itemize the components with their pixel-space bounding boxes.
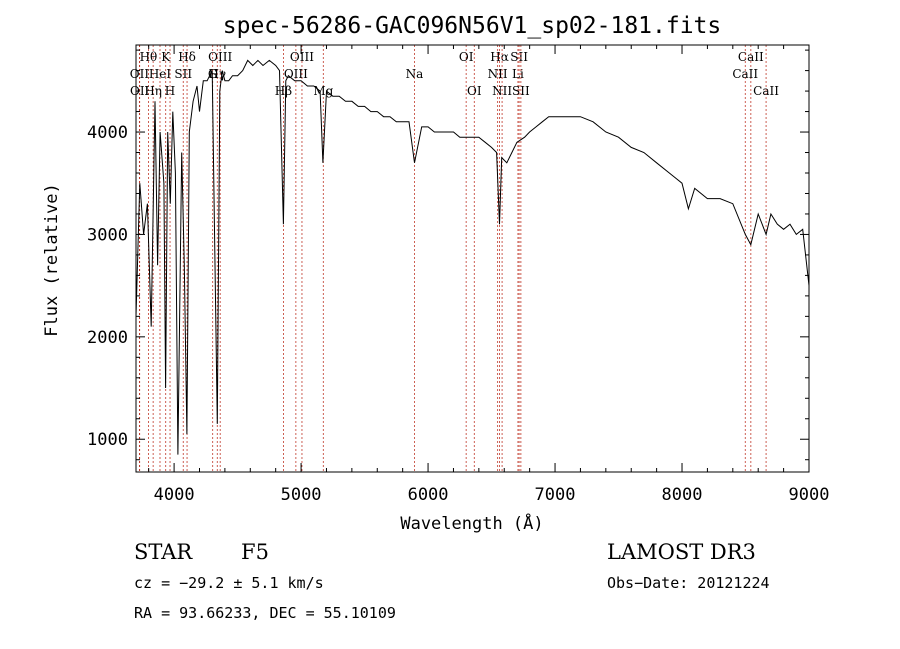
x-tick-label: 4000: [154, 485, 195, 505]
spectral-line-label: CaII: [732, 67, 758, 81]
x-tick-label: 5000: [281, 485, 322, 505]
spectral-line-label: Li: [512, 67, 524, 81]
survey-name: LAMOST DR3: [607, 540, 756, 564]
redshift-velocity: cz = −29.2 ± 5.1 km/s: [134, 574, 324, 592]
spectral-line-label: OI: [459, 50, 474, 64]
spectral-line-label: H: [165, 84, 175, 98]
spectral-line-label: SII: [510, 50, 528, 64]
spectral-line-label: SII: [512, 84, 530, 98]
spectral-line-label: NII: [488, 67, 508, 81]
spectral-line-label: Hθ: [140, 50, 158, 64]
plot-frame: [135, 44, 810, 473]
y-tick-label: 1000: [87, 430, 128, 450]
object-type: STAR: [134, 540, 193, 564]
x-tick-label: 7000: [535, 485, 576, 505]
y-axis-ticks: 1000 2000 3000 4000: [87, 49, 809, 461]
spectral-line-label: Hδ: [178, 50, 196, 64]
x-axis-label: Wavelength (Å): [400, 512, 543, 534]
chart-title: spec-56286-GAC096N56V1_sp02-181.fits: [223, 13, 722, 39]
spectral-line-label: OIII: [290, 50, 314, 64]
spectral-line-label: Mg: [313, 84, 333, 98]
spectral-line-label: CaII: [738, 50, 764, 64]
x-tick-label: 6000: [408, 485, 449, 505]
y-axis-label: Flux (relative): [42, 183, 62, 337]
x-axis-ticks: 4000 5000 6000 7000 8000 9000: [148, 45, 830, 505]
spectral-line-label: OIII: [284, 67, 308, 81]
spectral-line-label: Hα: [490, 50, 509, 64]
spectral-subclass: F5: [241, 540, 269, 564]
flux-series-line: [135, 59, 810, 455]
spectral-line-label: SII: [174, 67, 192, 81]
spectral-line-label: CaII: [753, 84, 779, 98]
spectral-line-label: Hη: [144, 84, 162, 98]
spectral-line-label: OI: [467, 84, 482, 98]
x-tick-label: 9000: [789, 485, 830, 505]
observation-date: Obs−Date: 20121224: [607, 574, 770, 592]
y-tick-label: 2000: [87, 328, 128, 348]
spectral-line-label: HeI: [149, 67, 172, 81]
y-tick-label: 4000: [87, 123, 128, 143]
x-tick-label: 8000: [662, 485, 703, 505]
spectral-line-label: NII: [492, 84, 512, 98]
spectral-line-label: Na: [406, 67, 424, 81]
spectral-line-label: K: [161, 50, 171, 64]
y-tick-label: 3000: [87, 225, 128, 245]
sky-coordinates: RA = 93.66233, DEC = 55.10109: [134, 604, 396, 622]
spectral-line-label: Hβ: [275, 84, 292, 98]
spectral-line-label: OIII: [208, 50, 232, 64]
